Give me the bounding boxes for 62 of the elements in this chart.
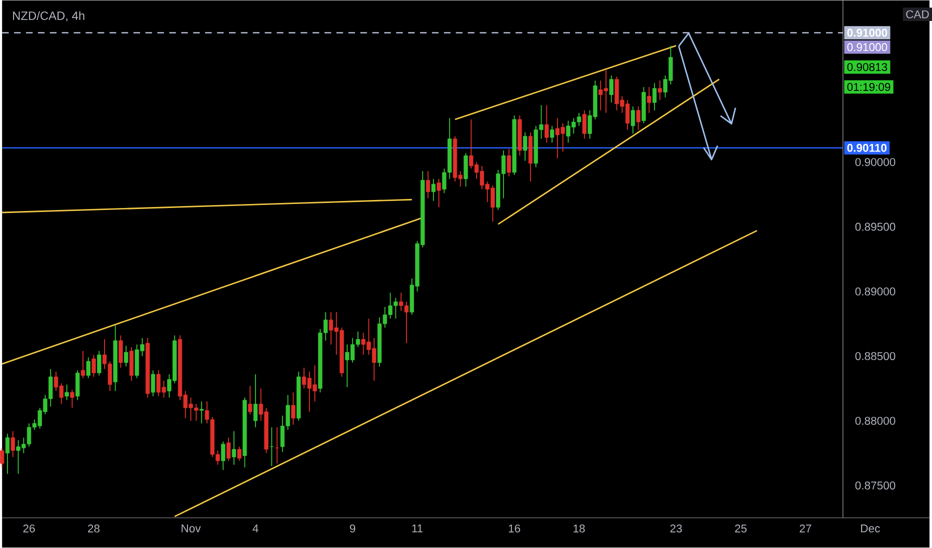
x-tick-label: Nov bbox=[182, 524, 201, 533]
x-tick-label: 26 bbox=[23, 524, 35, 533]
y-tick-label: 0.88000 bbox=[855, 416, 896, 425]
x-tick-label: 16 bbox=[508, 524, 520, 533]
annotation: 0.91000 bbox=[847, 43, 888, 52]
candlestick bbox=[609, 75, 614, 104]
candlestick bbox=[506, 148, 512, 177]
candlestick bbox=[118, 335, 123, 368]
x-tick-label: 28 bbox=[88, 524, 100, 533]
candlestick bbox=[97, 350, 102, 376]
candlestick bbox=[630, 106, 636, 134]
candlestick bbox=[237, 446, 242, 462]
x-tick-label: 4 bbox=[252, 524, 258, 532]
candlestick bbox=[248, 386, 252, 415]
candlestick bbox=[291, 392, 296, 426]
annotation: 0.90813 bbox=[847, 63, 888, 72]
candlestick bbox=[436, 178, 441, 208]
candlestick bbox=[523, 132, 528, 162]
candlestick bbox=[232, 430, 236, 466]
x-tick-label: 25 bbox=[735, 524, 747, 533]
candlestick bbox=[582, 110, 586, 140]
candlestick bbox=[253, 374, 258, 428]
annotation: 01:19:09 bbox=[847, 83, 890, 92]
candlestick bbox=[550, 126, 554, 144]
annotation: CAD bbox=[906, 10, 929, 18]
candlestick bbox=[200, 401, 204, 424]
candlestick bbox=[92, 354, 96, 378]
x-tick-label: 18 bbox=[574, 524, 585, 533]
candlestick bbox=[0, 448, 4, 468]
candlestick bbox=[426, 170, 430, 199]
y-tick-label: 0.89000 bbox=[855, 288, 896, 296]
candlestick bbox=[64, 384, 69, 401]
candlestick bbox=[658, 80, 662, 101]
x-tick-label: 9 bbox=[350, 524, 356, 533]
y-tick-label: 0.90000 bbox=[855, 158, 896, 166]
candlestick bbox=[647, 86, 652, 114]
candlestick bbox=[124, 345, 128, 368]
x-tick-label: Dec bbox=[861, 524, 880, 533]
ref-line-label: 0.90110 bbox=[847, 144, 887, 152]
text: NZD/CAD, 4h bbox=[13, 11, 84, 22]
candlestick bbox=[80, 350, 86, 379]
candlestick bbox=[636, 106, 640, 130]
candlestick bbox=[652, 82, 657, 111]
x-tick-label: 27 bbox=[800, 524, 812, 533]
y-tick-label: 0.88500 bbox=[855, 352, 896, 360]
candlestick bbox=[5, 433, 10, 474]
candlestick bbox=[221, 441, 226, 471]
candlestick bbox=[86, 357, 90, 379]
x-tick-label: 11 bbox=[412, 524, 423, 532]
candlestick bbox=[544, 104, 549, 144]
candlestick bbox=[75, 370, 80, 401]
candlestick bbox=[464, 152, 468, 188]
candlestick bbox=[226, 437, 231, 462]
y-tick-label: 0.89500 bbox=[855, 222, 896, 231]
candlestick bbox=[150, 370, 156, 397]
y-tick-label: 0.87500 bbox=[855, 482, 896, 490]
candlestick bbox=[274, 426, 280, 464]
ref-line-label: 0.91000 bbox=[847, 28, 888, 37]
candlestick bbox=[70, 389, 74, 408]
x-tick-label: 23 bbox=[670, 524, 682, 533]
candlestick bbox=[10, 430, 15, 458]
candlestick bbox=[431, 178, 436, 202]
